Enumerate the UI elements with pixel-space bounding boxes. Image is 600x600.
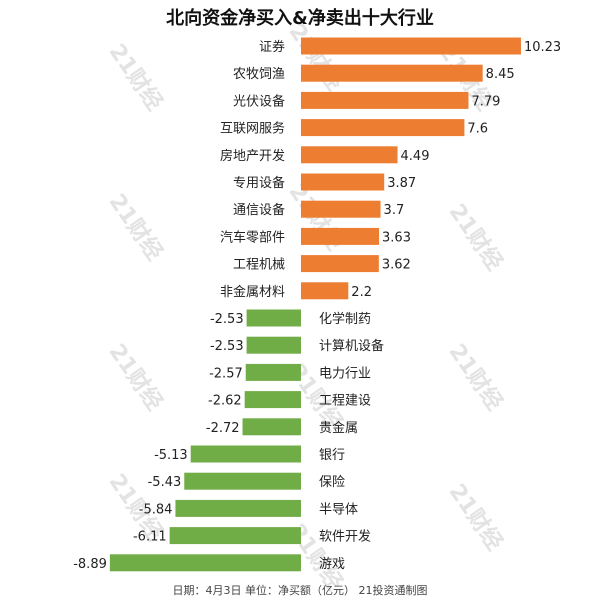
category-label-5: 房地产开发 [220,148,285,164]
chart-footer: 日期：4月3日 单位：净买额（亿元） 21投资通制图 [172,584,428,597]
category-label-15: 贵金属 [319,420,358,436]
bar-13 [245,363,301,381]
category-label-14: 工程建设 [319,394,371,409]
value-label-13: -2.57 [209,366,243,381]
category-label-10: 非金属材料 [220,284,285,300]
value-label-5: 4.49 [401,149,430,164]
category-label-4: 互联网服务 [220,121,285,137]
bar-14 [244,391,301,409]
bar-8 [301,227,380,245]
value-label-18: -5.84 [139,502,173,517]
value-label-7: 3.7 [384,203,405,218]
bar-11 [246,309,301,327]
category-label-2: 农牧饲渔 [233,67,285,82]
value-label-6: 3.87 [387,176,416,191]
category-label-18: 半导体 [319,502,358,517]
bar-3 [301,91,469,109]
chart-title: 北向资金净买入&净卖出十大行业 [166,8,434,29]
bar-4 [301,119,465,137]
bar-20 [109,554,302,572]
category-label-11: 化学制药 [319,311,371,327]
value-label-9: 3.62 [382,258,411,273]
bar-7 [301,200,381,218]
bar-12 [246,336,301,354]
value-label-10: 2.2 [351,285,372,300]
category-label-6: 专用设备 [233,175,285,191]
bar-19 [169,527,301,545]
bar-5 [301,146,398,164]
bar-18 [175,499,301,517]
category-label-3: 光伏设备 [233,93,285,109]
bar-2 [301,64,483,82]
category-label-20: 游戏 [319,557,345,572]
category-label-12: 计算机设备 [319,338,384,354]
value-label-11: -2.53 [210,312,244,327]
value-label-14: -2.62 [208,394,242,409]
bar-9 [301,255,379,273]
bar-1 [301,37,521,55]
bar-10 [301,282,349,300]
value-label-1: 10.23 [524,40,561,55]
value-label-16: -5.13 [154,448,188,463]
bar-16 [190,445,301,463]
value-label-4: 7.6 [467,122,488,137]
value-label-19: -6.11 [133,530,167,545]
bar-17 [184,472,301,490]
value-label-17: -5.43 [148,475,182,490]
value-label-20: -8.89 [73,557,107,572]
value-label-8: 3.63 [382,230,411,245]
category-label-16: 银行 [319,448,345,463]
category-label-13: 电力行业 [319,366,371,381]
value-label-2: 8.45 [486,67,515,82]
category-label-8: 汽车零部件 [220,229,285,245]
value-label-15: -2.72 [206,421,240,436]
category-label-9: 工程机械 [233,258,285,273]
value-label-12: -2.53 [210,339,244,354]
value-label-3: 7.79 [471,94,500,109]
bar-6 [301,173,385,191]
category-label-19: 软件开发 [319,529,371,545]
bar-15 [242,418,301,436]
category-label-7: 通信设备 [233,202,285,218]
category-label-17: 保险 [319,475,345,490]
category-label-1: 证券 [259,39,285,55]
